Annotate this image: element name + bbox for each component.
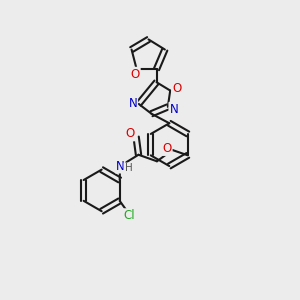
- Text: H: H: [124, 164, 132, 173]
- Text: O: O: [162, 142, 172, 155]
- Text: O: O: [130, 68, 140, 81]
- Text: O: O: [125, 128, 134, 140]
- Text: O: O: [172, 82, 182, 95]
- Text: N: N: [169, 103, 178, 116]
- Text: N: N: [116, 160, 124, 172]
- Text: N: N: [128, 98, 137, 110]
- Text: Cl: Cl: [124, 209, 135, 222]
